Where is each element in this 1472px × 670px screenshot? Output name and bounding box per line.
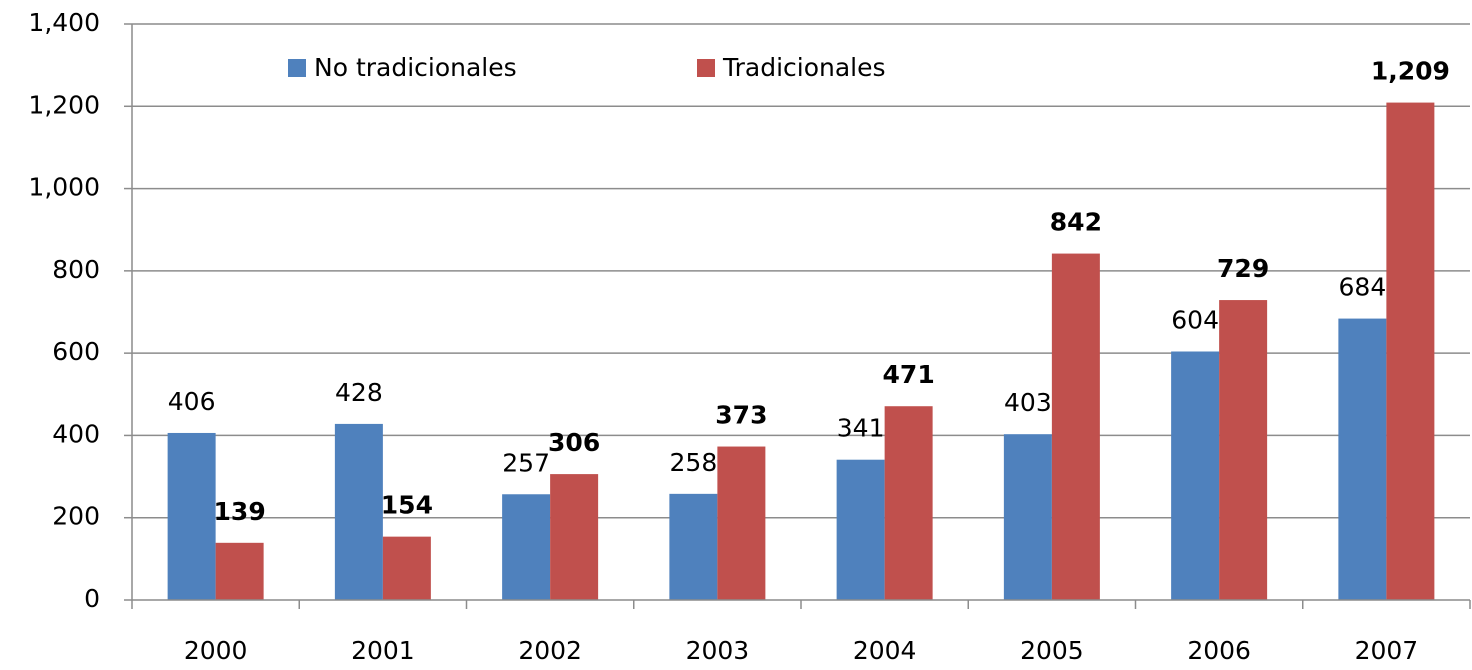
bar [669, 493, 718, 600]
legend-swatch [697, 59, 715, 77]
value-label: 306 [548, 428, 600, 457]
y-tick-label: 400 [52, 419, 100, 448]
bar [1003, 434, 1052, 600]
y-tick-label: 1,400 [28, 8, 100, 37]
value-label: 341 [837, 414, 885, 443]
value-label: 729 [1217, 254, 1269, 283]
value-label: 154 [381, 491, 433, 520]
bar [884, 406, 933, 600]
y-tick-label: 600 [52, 337, 100, 366]
x-tick-label: 2002 [518, 636, 582, 665]
y-tick-label: 0 [84, 584, 100, 613]
value-label: 139 [214, 497, 266, 526]
y-tick-label: 1,200 [28, 90, 100, 119]
bar [1219, 300, 1268, 600]
x-tick-label: 2004 [853, 636, 917, 665]
legend-swatch [288, 59, 306, 77]
value-label: 403 [1004, 388, 1052, 417]
bar [334, 423, 383, 600]
y-tick-label: 200 [52, 502, 100, 531]
value-label: 406 [168, 387, 216, 416]
bar [836, 459, 885, 600]
value-label: 1,209 [1371, 57, 1450, 86]
legend-label: Tradicionales [722, 53, 886, 82]
x-tick-label: 2003 [686, 636, 750, 665]
y-tick-label: 800 [52, 255, 100, 284]
bar [717, 446, 766, 600]
x-tick-label: 2001 [351, 636, 415, 665]
bar [1386, 102, 1435, 600]
bar [1051, 253, 1100, 600]
y-tick-label: 1,000 [28, 173, 100, 202]
bar [382, 536, 431, 600]
x-tick-label: 2005 [1020, 636, 1084, 665]
bar [550, 474, 599, 600]
bar [1338, 318, 1387, 600]
x-tick-label: 2006 [1187, 636, 1251, 665]
value-label: 471 [883, 360, 935, 389]
value-label: 428 [335, 378, 383, 407]
value-label: 604 [1171, 305, 1219, 334]
legend-label: No tradicionales [314, 53, 517, 82]
bar [215, 542, 264, 600]
value-label: 842 [1050, 208, 1102, 237]
value-label: 684 [1339, 273, 1387, 302]
x-tick-label: 2000 [184, 636, 248, 665]
x-tick-label: 2007 [1355, 636, 1419, 665]
bar [167, 432, 216, 600]
value-label: 257 [502, 448, 550, 477]
bar [1171, 351, 1220, 600]
value-label: 258 [670, 448, 718, 477]
bar [502, 494, 551, 600]
value-label: 373 [715, 401, 767, 430]
